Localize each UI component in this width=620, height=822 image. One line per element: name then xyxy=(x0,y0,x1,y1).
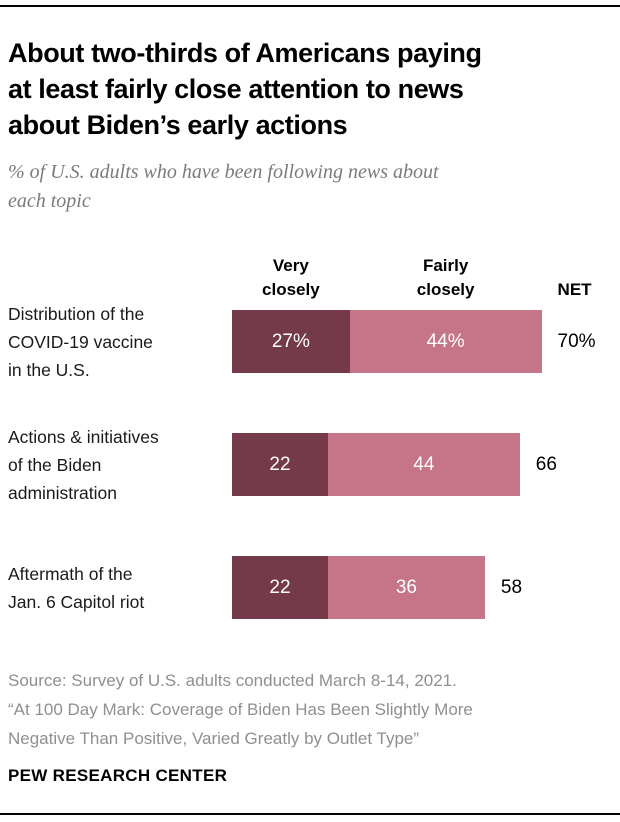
chart-subtitle: % of U.S. adults who have been following… xyxy=(8,161,439,212)
bar-segment-very-closely: 27% xyxy=(232,310,350,373)
chart-row: Distribution of the COVID-19 vaccine in … xyxy=(0,304,620,380)
row-category-label: Aftermath of the Jan. 6 Capitol riot xyxy=(8,563,145,612)
source-note: Source: Survey of U.S. adults conducted … xyxy=(8,671,473,748)
bar-stack: 22 44 xyxy=(232,433,520,496)
chart-title: About two-thirds of Americans paying at … xyxy=(8,38,482,140)
bar-segment-very-closely: 22 xyxy=(232,433,328,496)
pew-research-center-wordmark: PEW RESEARCH CENTER xyxy=(8,766,228,785)
row-category-label: Actions & initiatives of the Biden admin… xyxy=(8,426,159,503)
bar-stack: 27% 44% xyxy=(232,310,542,373)
col-header-fairly-closely: Fairly closely xyxy=(416,256,475,299)
col-header-very-closely: Very closely xyxy=(262,256,320,299)
chart-row: Actions & initiatives of the Biden admin… xyxy=(0,427,620,503)
top-divider xyxy=(0,5,620,7)
bar-segment-fairly-closely: 44 xyxy=(327,433,520,496)
bottom-divider xyxy=(0,813,620,815)
net-value: 58 xyxy=(500,576,523,598)
chart-rows: Distribution of the COVID-19 vaccine in … xyxy=(0,304,620,619)
bar-stack: 22 36 xyxy=(232,556,485,619)
bar-segment-very-closely: 22 xyxy=(232,556,328,619)
net-value: 70% xyxy=(557,330,596,352)
column-headers: Very closely Fairly closely NET xyxy=(0,246,620,302)
chart-row: Aftermath of the Jan. 6 Capitol riot 22 36… xyxy=(0,556,620,619)
col-header-net: NET xyxy=(557,280,592,299)
net-value: 66 xyxy=(535,453,557,475)
stacked-bar-chart: Very closely Fairly closely NET Distribu… xyxy=(0,246,620,619)
bar-segment-fairly-closely: 36 xyxy=(327,556,485,619)
bar-segment-fairly-closely: 44% xyxy=(349,310,542,373)
row-category-label: Distribution of the COVID-19 vaccine in … xyxy=(8,303,153,380)
